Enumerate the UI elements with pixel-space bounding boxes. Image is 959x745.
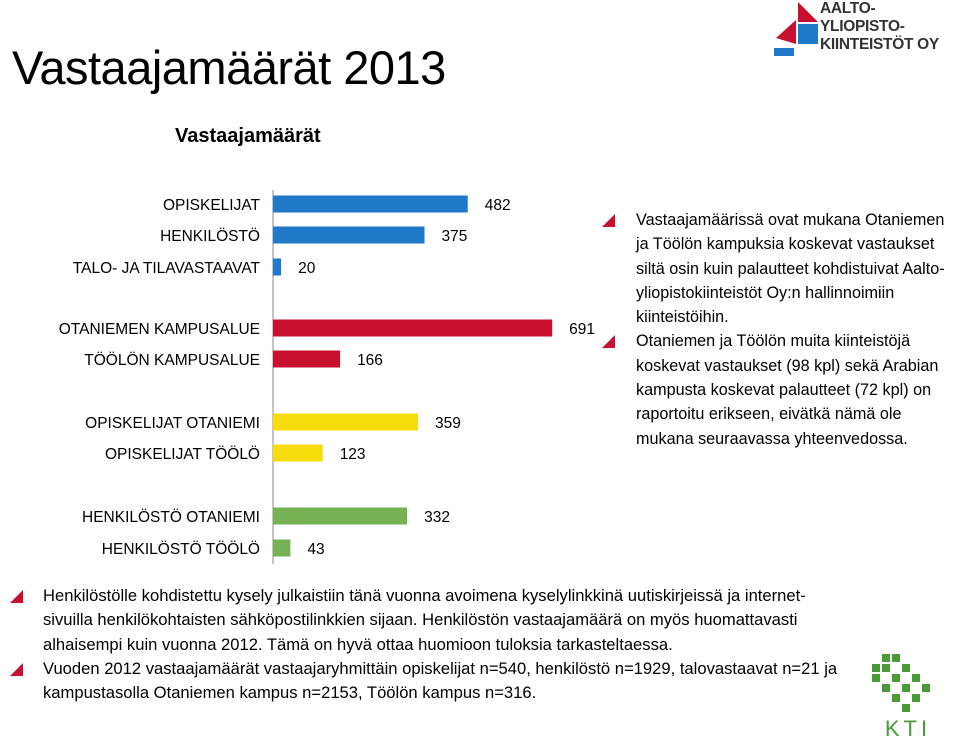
bar xyxy=(273,258,282,276)
category-label: OPISKELIJAT OTANIEMI xyxy=(85,415,260,432)
category-label: HENKILÖSTÖ TÖÖLÖ xyxy=(102,540,260,558)
category-label: TÖÖLÖN KAMPUSALUE xyxy=(84,351,260,369)
page-title: Vastaajamäärät 2013 xyxy=(12,41,446,94)
value-label: 123 xyxy=(340,446,366,463)
value-label: 375 xyxy=(442,228,468,245)
category-label: OTANIEMEN KAMPUSALUE xyxy=(59,321,260,338)
bullet-triangle-icon xyxy=(602,335,615,349)
category-label: OPISKELIJAT TÖÖLÖ xyxy=(105,445,260,463)
side-bullet-2: Otaniemen ja Töölön muita kiinteistöjä k… xyxy=(600,329,945,450)
kti-logo: KTI xyxy=(862,652,954,741)
category-label: HENKILÖSTÖ OTANIEMI xyxy=(82,508,260,526)
bar xyxy=(273,350,341,368)
side-bullet-text: Vastaajamäärissä ovat mukana Otaniemen j… xyxy=(636,211,945,327)
value-label: 482 xyxy=(485,197,511,214)
value-label: 166 xyxy=(357,352,383,369)
logo-line-2: YLIOPISTO- xyxy=(820,18,905,35)
aalto-logo-mark-icon xyxy=(774,2,818,56)
category-label: TALO- JA TILAVASTAAVAT xyxy=(73,260,261,277)
bar xyxy=(273,444,323,462)
value-label: 332 xyxy=(424,509,450,526)
bottom-bullet-2: Vuoden 2012 vastaajamäärät vastaajaryhmi… xyxy=(8,657,853,706)
side-bullet-1: Vastaajamäärissä ovat mukana Otaniemen j… xyxy=(600,208,945,329)
bottom-bullet-text: Vuoden 2012 vastaajamäärät vastaajaryhmi… xyxy=(43,658,838,703)
value-label: 43 xyxy=(307,541,324,558)
bar xyxy=(273,507,408,525)
bullet-triangle-icon xyxy=(10,590,23,603)
side-bullet-text: Otaniemen ja Töölön muita kiinteistöjä k… xyxy=(636,332,939,448)
value-label: 20 xyxy=(298,260,316,277)
bar xyxy=(273,413,419,431)
category-label: HENKILÖSTÖ xyxy=(160,227,260,245)
chart-title: Vastaajamäärät xyxy=(175,125,321,147)
bullet-triangle-icon xyxy=(10,662,23,676)
bar xyxy=(273,226,425,244)
bullet-triangle-icon xyxy=(602,214,615,227)
logo-line-3: KIINTEISTÖT OY xyxy=(820,36,939,53)
bar-chart: OPISKELIJAT 482 HENKILÖSTÖ 375 TALO- JA TILA… xyxy=(59,190,595,564)
bar xyxy=(273,319,553,337)
bottom-bullet-text: Henkilöstölle kohdistettu kysely julkais… xyxy=(43,586,806,654)
category-label: OPISKELIJAT xyxy=(163,197,261,214)
side-notes: Vastaajamäärissä ovat mukana Otaniemen j… xyxy=(600,208,945,451)
bar xyxy=(273,539,291,557)
logo-line-1: AALTO- xyxy=(820,0,876,17)
bottom-bullet-1: Henkilöstölle kohdistettu kysely julkais… xyxy=(8,584,853,657)
bottom-notes: Henkilöstölle kohdistettu kysely julkais… xyxy=(8,584,853,705)
value-label: 359 xyxy=(435,415,461,432)
kti-logo-text: KTI xyxy=(885,716,931,740)
aalto-logo: AALTO- YLIOPISTO- KIINTEISTÖT OY xyxy=(768,0,958,60)
kti-logo-mark-icon: KTI xyxy=(872,654,931,741)
value-label: 691 xyxy=(569,321,595,338)
bar xyxy=(273,195,468,213)
